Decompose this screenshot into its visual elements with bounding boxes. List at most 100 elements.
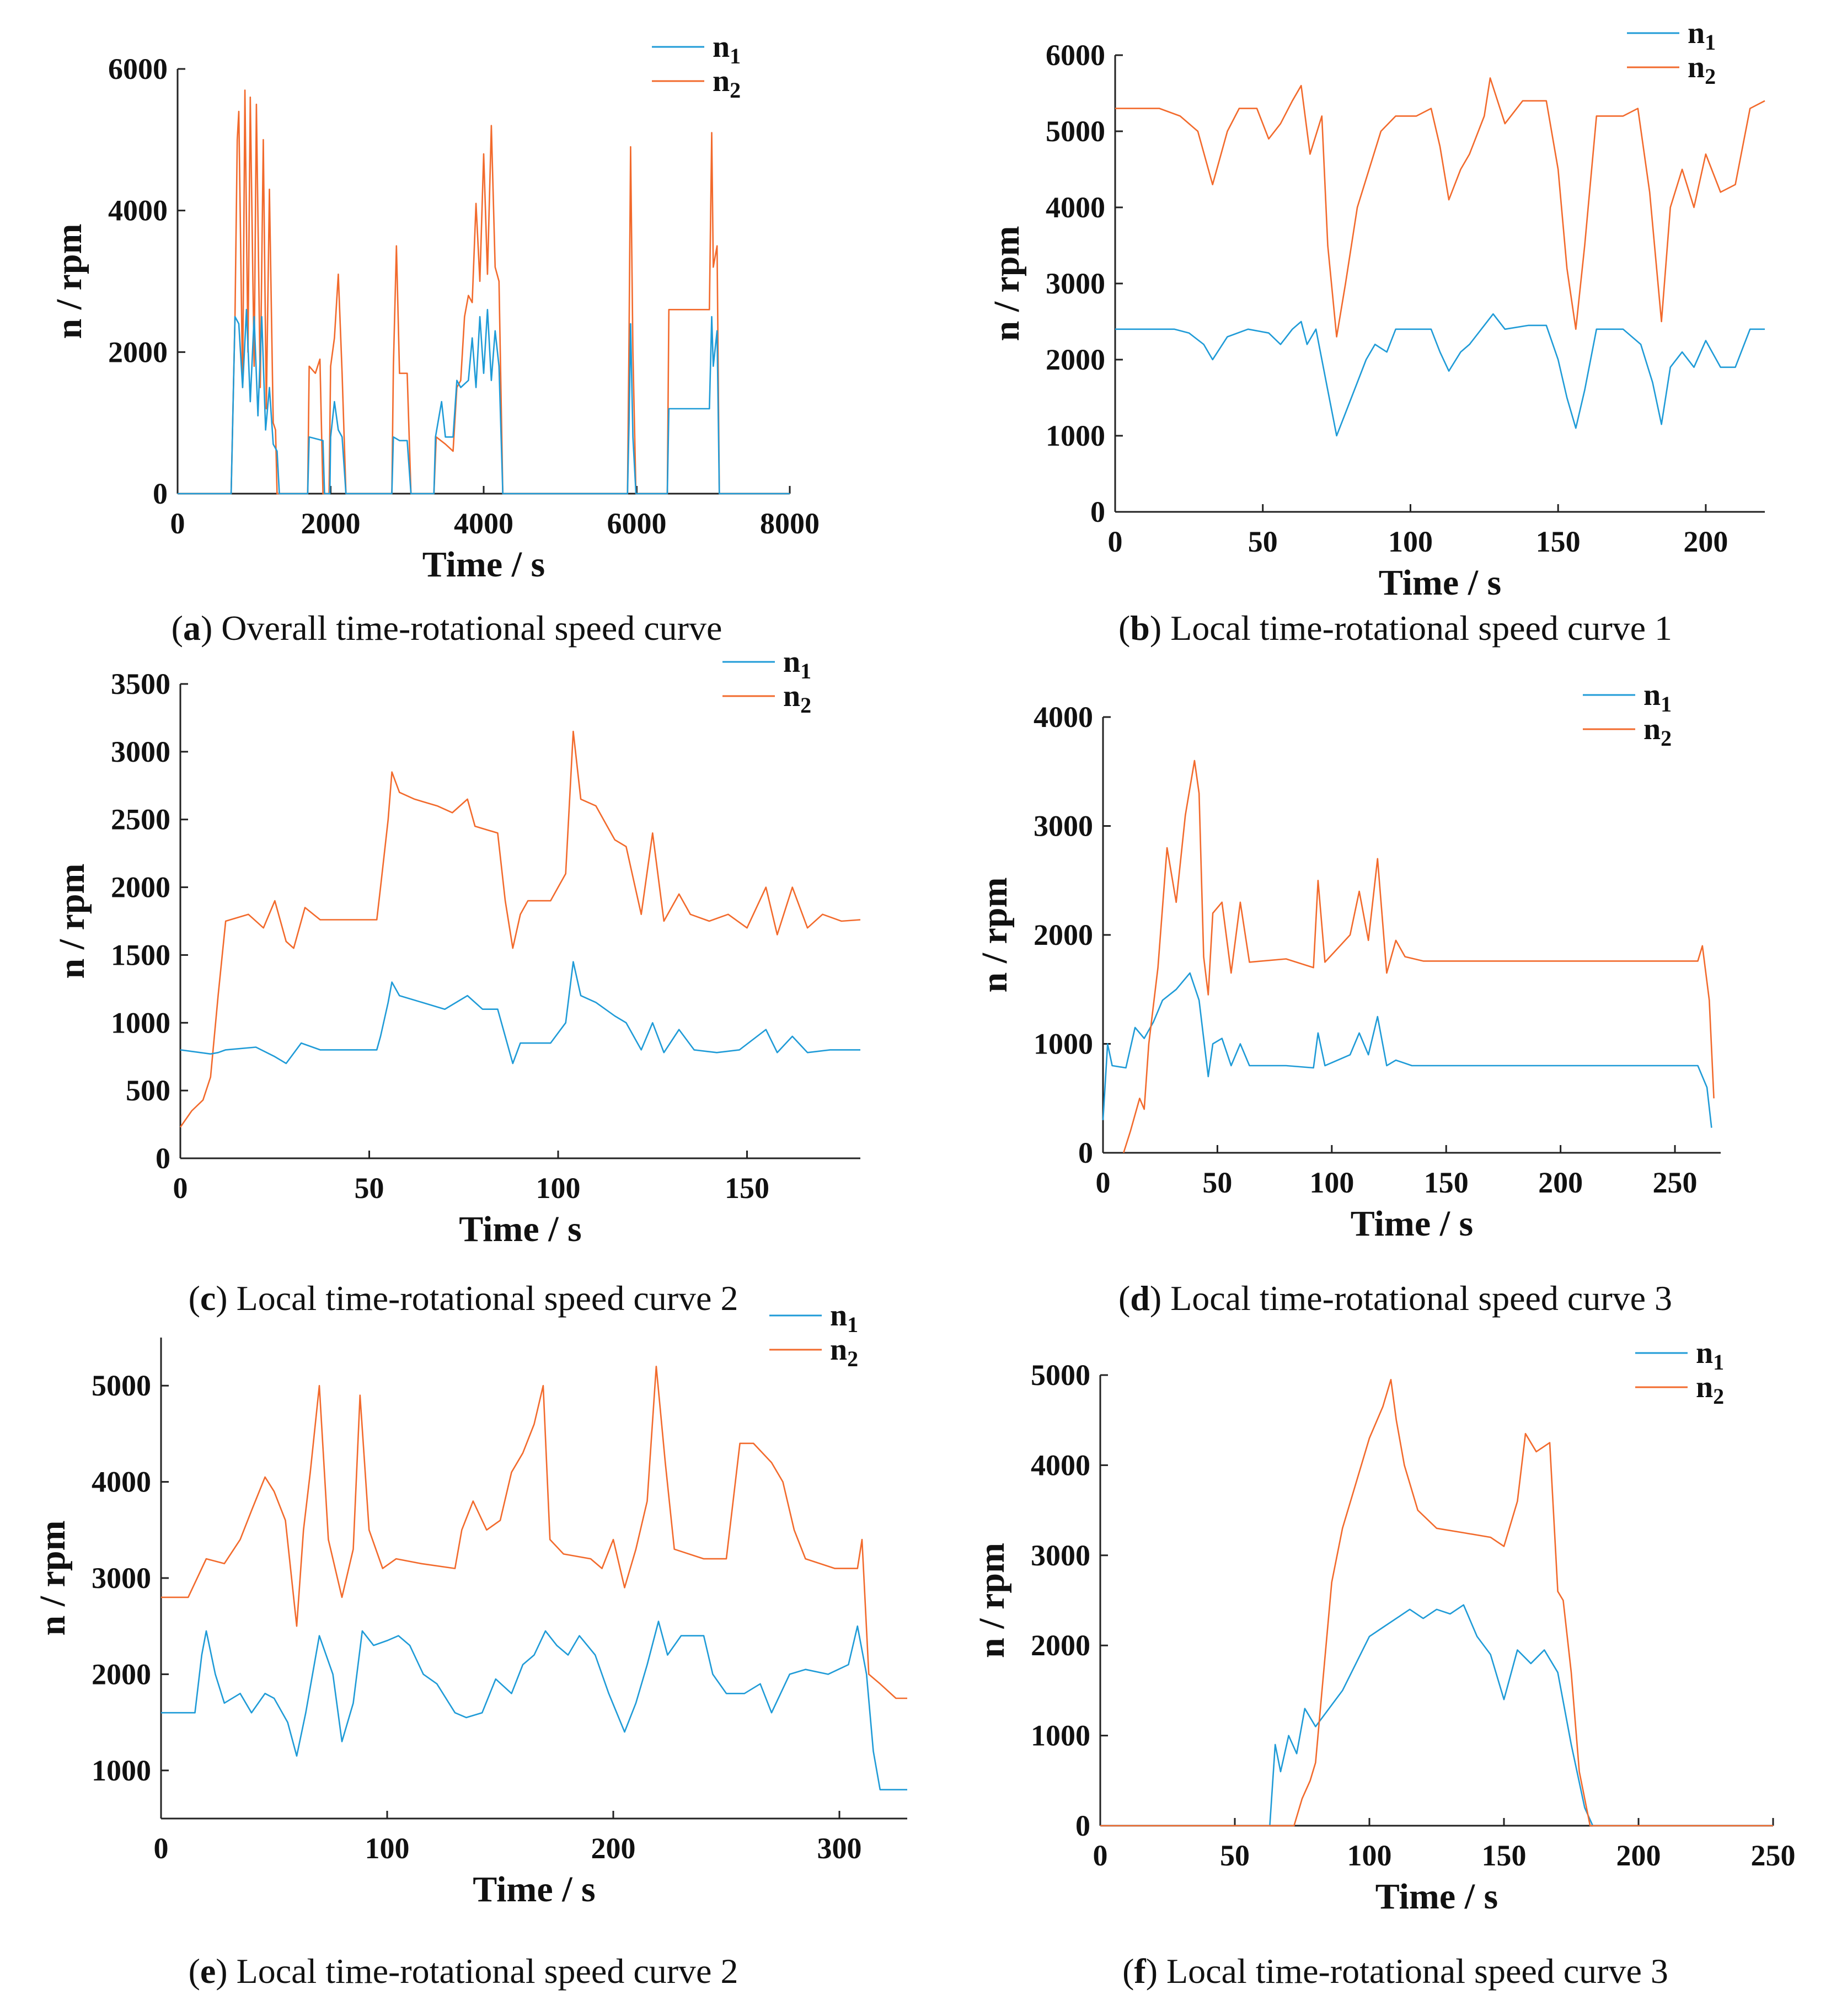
- x-tick-label: 0: [1108, 525, 1123, 558]
- caption-paren: (: [1118, 1279, 1130, 1318]
- legend-text: n: [1643, 712, 1661, 746]
- legend-text: n: [1688, 50, 1705, 84]
- y-tick-label: 2500: [111, 803, 170, 836]
- caption-paren: (: [189, 1279, 200, 1318]
- legend-label-n1: n1: [1696, 1336, 1724, 1375]
- y-tick-label: 6000: [108, 52, 168, 85]
- legend-text: n: [713, 64, 730, 98]
- series-line-n1: [180, 961, 860, 1065]
- caption-paren: ): [201, 608, 221, 648]
- y-axis-label: n / rpm: [972, 1543, 1012, 1658]
- y-axis-label: n / rpm: [52, 863, 92, 978]
- caption-paren: (: [1122, 1951, 1134, 1991]
- y-tick-label: 1000: [1031, 1719, 1090, 1752]
- caption-text: Local time-rotational speed curve 3: [1166, 1951, 1668, 1991]
- x-tick-label: 100: [536, 1172, 581, 1205]
- y-tick-label: 2000: [1034, 918, 1093, 951]
- panel-caption: (a) Overall time-rotational speed curve: [172, 608, 722, 648]
- legend-subscript: 1: [1661, 692, 1672, 716]
- x-tick-label: 250: [1653, 1166, 1698, 1199]
- legend-text: n: [1696, 1370, 1713, 1404]
- x-tick-label: 150: [1536, 525, 1581, 558]
- y-tick-label: 4000: [1046, 191, 1105, 224]
- panel-e: 0 100 200 300 1000 2000 3000 4000 5000 Time / s n …: [33, 1298, 907, 1991]
- series-line-n2: [161, 1366, 907, 1699]
- panel-d: 0 50 100 150 200 250 0 1000 2000 3000 4000 Time / s…: [975, 678, 1721, 1318]
- x-tick-label: 200: [591, 1832, 636, 1865]
- caption-paren: ): [1150, 1279, 1170, 1318]
- legend-text: n: [1696, 1336, 1713, 1370]
- y-tick-label: 2000: [92, 1657, 151, 1691]
- y-tick-label: 0: [153, 477, 168, 510]
- legend-subscript: 1: [800, 659, 811, 683]
- x-tick-label: 150: [1424, 1166, 1469, 1199]
- panel-c: 0 50 100 1500500100015002000250030003500Tim…: [52, 645, 861, 1318]
- y-tick-label: 5000: [1031, 1359, 1090, 1392]
- caption-letter: c: [200, 1279, 216, 1318]
- y-tick-label: 2000: [111, 871, 170, 904]
- legend-label-n1: n1: [830, 1298, 858, 1337]
- y-tick-label: 3000: [1031, 1539, 1090, 1572]
- caption-text: Local time-rotational speed curve 1: [1170, 608, 1672, 648]
- legend-text: n: [830, 1298, 847, 1333]
- panel-caption: (b) Local time-rotational speed curve 1: [1118, 608, 1672, 648]
- legend-label-n2: n2: [830, 1333, 858, 1371]
- series-line-n2: [179, 730, 861, 1128]
- series-line-n1: [1102, 972, 1712, 1128]
- legend-label-n2: n2: [713, 64, 741, 103]
- legend-label-n1: n1: [1688, 16, 1716, 55]
- x-tick-label: 250: [1751, 1839, 1796, 1872]
- x-tick-label: 100: [1388, 525, 1433, 558]
- caption-paren: ): [1146, 1951, 1166, 1991]
- x-tick-label: 8000: [760, 507, 820, 540]
- caption-letter: e: [200, 1951, 216, 1991]
- legend-subscript: 1: [847, 1312, 858, 1337]
- y-tick-label: 0: [1075, 1809, 1090, 1842]
- legend-label-n2: n2: [1643, 712, 1672, 751]
- y-tick-label: 0: [1090, 495, 1105, 528]
- legend-label-n2: n2: [1688, 50, 1716, 89]
- series-line-n2: [1100, 1378, 1773, 1827]
- y-axis-label: n / rpm: [33, 1520, 73, 1635]
- x-tick-label: 0: [1096, 1166, 1111, 1199]
- x-tick-label: 100: [365, 1832, 410, 1865]
- x-tick-label: 100: [1309, 1166, 1354, 1199]
- caption-letter: d: [1130, 1279, 1150, 1318]
- legend-subscript: 2: [730, 78, 741, 103]
- series-line-n1: [178, 309, 790, 495]
- x-tick-label: 150: [1482, 1839, 1527, 1872]
- caption-paren: ): [1150, 608, 1170, 648]
- series-line-n2: [1115, 77, 1765, 338]
- caption-paren: ): [216, 1279, 236, 1318]
- x-tick-label: 0: [154, 1832, 169, 1865]
- y-tick-label: 6000: [1046, 39, 1105, 72]
- y-tick-label: 0: [1078, 1136, 1093, 1169]
- x-tick-label: 200: [1683, 525, 1728, 558]
- x-tick-label: 150: [725, 1172, 769, 1205]
- y-tick-label: 2000: [1031, 1629, 1090, 1662]
- x-tick-label: 200: [1538, 1166, 1583, 1199]
- x-tick-label: 50: [1220, 1839, 1250, 1872]
- y-tick-label: 4000: [108, 194, 168, 227]
- series-line-n1: [1115, 313, 1765, 437]
- panel-a: 0 2000 4000 6000 8000 0 2000 4000 6000 Time / s n …: [49, 30, 820, 648]
- y-tick-label: 1000: [111, 1006, 170, 1039]
- y-tick-label: 5000: [1046, 115, 1105, 148]
- legend-subscript: 1: [1713, 1350, 1724, 1375]
- legend-label-n2: n2: [1696, 1370, 1724, 1409]
- x-axis-label: Time / s: [1379, 563, 1501, 603]
- panel-caption: (e) Local time-rotational speed curve 2: [189, 1951, 738, 1991]
- panel-caption: (c) Local time-rotational speed curve 2: [189, 1279, 738, 1318]
- series-line-n1: [1100, 1604, 1773, 1827]
- y-tick-label: 1000: [92, 1754, 151, 1787]
- y-tick-label: 1000: [1046, 419, 1105, 452]
- series-line-n2: [178, 89, 790, 495]
- x-tick-label: 2000: [301, 507, 361, 540]
- panel-b: 0 50 100 150 2000100020003000400050006000Tim…: [987, 16, 1765, 648]
- x-axis-label: Time / s: [1351, 1204, 1473, 1244]
- y-tick-label: 3500: [111, 667, 170, 700]
- y-tick-label: 4000: [1031, 1448, 1090, 1482]
- x-tick-label: 300: [817, 1832, 862, 1865]
- caption-text: Local time-rotational speed curve 3: [1170, 1279, 1672, 1318]
- y-tick-label: 2000: [1046, 343, 1105, 376]
